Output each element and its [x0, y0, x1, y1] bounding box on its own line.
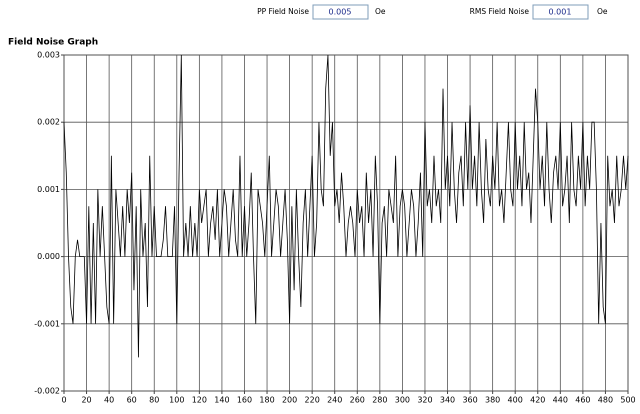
x-tick-label: 180: [259, 396, 274, 405]
x-tick-label: 60: [127, 396, 137, 405]
pp-unit: Oe: [375, 7, 386, 16]
x-tick-label: 340: [440, 396, 455, 405]
chart-title: Field Noise Graph: [8, 38, 98, 48]
x-tick-label: 380: [485, 396, 500, 405]
y-tick-label: 0.001: [37, 185, 60, 194]
pp-label: PP Field Noise: [257, 7, 309, 16]
rms-unit: Oe: [597, 7, 608, 16]
y-tick-label: -0.001: [34, 319, 60, 328]
x-tick-label: 20: [81, 396, 91, 405]
x-tick-label: 500: [620, 396, 635, 405]
x-tick-label: 80: [149, 396, 159, 405]
x-tick-label: 280: [372, 396, 387, 405]
x-tick-label: 260: [350, 396, 365, 405]
x-tick-label: 160: [237, 396, 252, 405]
noise-line: [63, 54, 629, 358]
x-tick-label: 120: [192, 396, 207, 405]
x-tick-label: 140: [214, 396, 229, 405]
x-tick-label: 40: [104, 396, 114, 405]
x-tick-label: 480: [598, 396, 613, 405]
y-tick-label: -0.002: [34, 387, 60, 396]
pp-field[interactable]: [312, 4, 369, 20]
y-tick-label: 0.000: [37, 252, 60, 261]
x-tick-label: 460: [575, 396, 590, 405]
y-tick-label: 0.003: [37, 51, 60, 60]
pp-value: 0.005: [329, 8, 352, 17]
x-tick-label: 400: [508, 396, 523, 405]
x-tick-label: 0: [61, 396, 66, 405]
x-tick-label: 320: [417, 396, 432, 405]
rms-label: RMS Field Noise: [470, 7, 530, 16]
x-tick-label: 100: [169, 396, 184, 405]
y-tick-label: 0.002: [37, 118, 60, 127]
x-tick-label: 360: [462, 396, 477, 405]
rms-value: 0.001: [549, 8, 572, 17]
x-tick-label: 220: [305, 396, 320, 405]
x-tick-label: 420: [530, 396, 545, 405]
rms-field[interactable]: [532, 4, 589, 20]
x-tick-label: 440: [553, 396, 568, 405]
x-tick-label: 300: [395, 396, 410, 405]
x-tick-label: 240: [327, 396, 342, 405]
x-tick-label: 200: [282, 396, 297, 405]
